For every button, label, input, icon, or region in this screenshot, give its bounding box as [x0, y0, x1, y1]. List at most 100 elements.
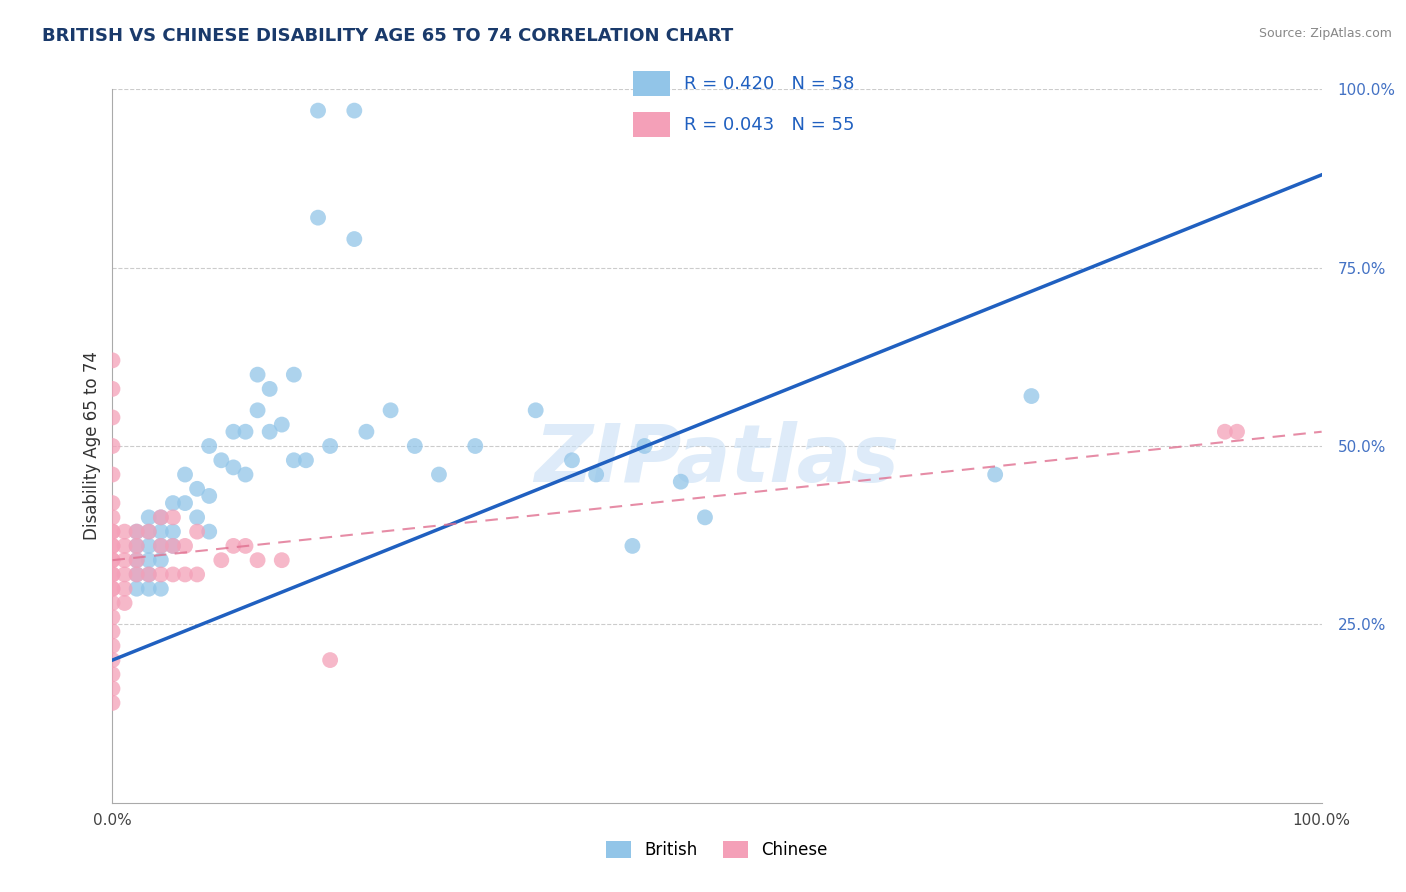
- Point: [101, 624, 124, 639]
- Point: [380, 403, 402, 417]
- Point: [138, 567, 160, 582]
- Point: [125, 539, 148, 553]
- Point: [101, 510, 124, 524]
- Point: [101, 553, 124, 567]
- Point: [101, 582, 124, 596]
- Point: [524, 403, 547, 417]
- Point: [343, 103, 366, 118]
- Point: [138, 524, 160, 539]
- Point: [246, 403, 269, 417]
- Point: [101, 667, 124, 681]
- Point: [101, 567, 124, 582]
- Text: R = 0.043   N = 55: R = 0.043 N = 55: [685, 116, 855, 134]
- Point: [125, 553, 148, 567]
- Point: [138, 539, 160, 553]
- Point: [561, 453, 583, 467]
- Point: [246, 368, 269, 382]
- Text: BRITISH VS CHINESE DISABILITY AGE 65 TO 74 CORRELATION CHART: BRITISH VS CHINESE DISABILITY AGE 65 TO …: [42, 27, 734, 45]
- Point: [1213, 425, 1236, 439]
- Point: [235, 467, 257, 482]
- Point: [186, 524, 208, 539]
- Point: [101, 524, 124, 539]
- Point: [186, 482, 208, 496]
- Point: [198, 489, 221, 503]
- Point: [283, 368, 305, 382]
- Point: [259, 382, 281, 396]
- Point: [138, 510, 160, 524]
- Text: Source: ZipAtlas.com: Source: ZipAtlas.com: [1258, 27, 1392, 40]
- Point: [149, 553, 172, 567]
- Point: [101, 539, 124, 553]
- Point: [101, 639, 124, 653]
- Point: [114, 582, 136, 596]
- Point: [101, 467, 124, 482]
- Point: [125, 567, 148, 582]
- Point: [174, 539, 197, 553]
- Point: [259, 425, 281, 439]
- Point: [319, 653, 342, 667]
- Point: [209, 453, 232, 467]
- Point: [585, 467, 607, 482]
- Point: [101, 681, 124, 696]
- Point: [162, 539, 184, 553]
- Point: [669, 475, 692, 489]
- FancyBboxPatch shape: [633, 112, 669, 137]
- Point: [149, 539, 172, 553]
- Point: [222, 425, 245, 439]
- Point: [101, 382, 124, 396]
- Point: [114, 596, 136, 610]
- Point: [149, 510, 172, 524]
- Point: [1021, 389, 1043, 403]
- Point: [114, 553, 136, 567]
- Point: [101, 524, 124, 539]
- Point: [307, 103, 329, 118]
- Legend: British, Chinese: British, Chinese: [600, 834, 834, 866]
- Text: ZIPatlas: ZIPatlas: [534, 421, 900, 500]
- Point: [356, 425, 378, 439]
- Point: [101, 582, 124, 596]
- Point: [138, 553, 160, 567]
- Point: [149, 582, 172, 596]
- Point: [222, 539, 245, 553]
- Point: [101, 696, 124, 710]
- Point: [621, 539, 644, 553]
- Point: [162, 524, 184, 539]
- Point: [404, 439, 426, 453]
- Point: [149, 524, 172, 539]
- Point: [984, 467, 1007, 482]
- Point: [101, 539, 124, 553]
- Point: [138, 582, 160, 596]
- Point: [319, 439, 342, 453]
- Point: [174, 567, 197, 582]
- Point: [186, 567, 208, 582]
- Point: [101, 567, 124, 582]
- Point: [138, 524, 160, 539]
- Point: [162, 510, 184, 524]
- Point: [307, 211, 329, 225]
- Point: [101, 653, 124, 667]
- Point: [633, 439, 655, 453]
- Point: [125, 582, 148, 596]
- Point: [222, 460, 245, 475]
- FancyBboxPatch shape: [633, 71, 669, 96]
- Point: [162, 539, 184, 553]
- Point: [162, 567, 184, 582]
- Point: [174, 496, 197, 510]
- Point: [101, 496, 124, 510]
- Point: [162, 496, 184, 510]
- Point: [1226, 425, 1249, 439]
- Point: [270, 553, 292, 567]
- Point: [246, 553, 269, 567]
- Point: [101, 353, 124, 368]
- Point: [235, 539, 257, 553]
- Y-axis label: Disability Age 65 to 74: Disability Age 65 to 74: [83, 351, 101, 541]
- Point: [125, 524, 148, 539]
- Point: [693, 510, 716, 524]
- Point: [125, 567, 148, 582]
- Point: [174, 467, 197, 482]
- Point: [198, 524, 221, 539]
- Point: [101, 610, 124, 624]
- Point: [101, 596, 124, 610]
- Point: [114, 539, 136, 553]
- Point: [114, 567, 136, 582]
